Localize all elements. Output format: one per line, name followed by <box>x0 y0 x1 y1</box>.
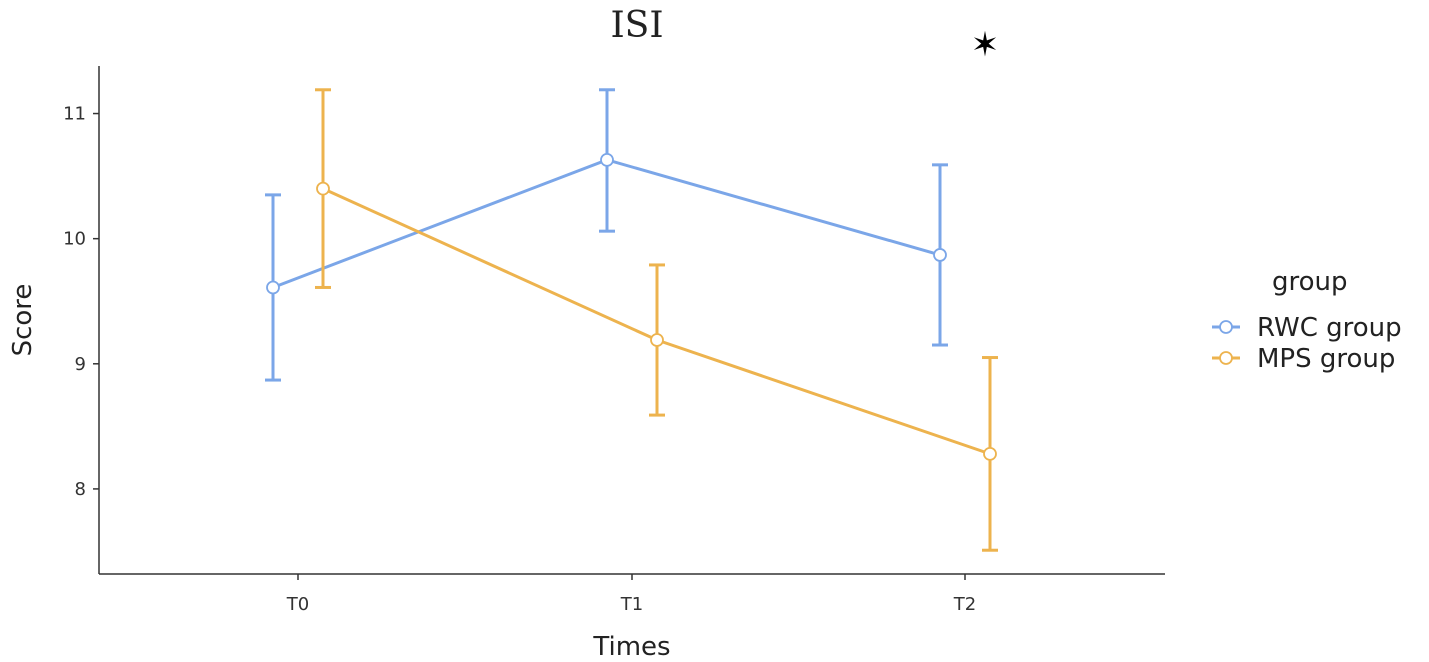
y-axis-title: Score <box>8 284 38 357</box>
y-tick-label: 8 <box>75 479 86 500</box>
y-tick-label: 9 <box>75 354 86 375</box>
y-tick-label: 10 <box>63 229 86 250</box>
legend-item: RWC group <box>1212 313 1402 343</box>
series-1 <box>315 88 998 552</box>
x-ticks: T0 T1 T2 <box>286 574 976 615</box>
y-tick-label: 11 <box>63 104 86 125</box>
x-tick-label: T2 <box>953 594 976 615</box>
legend-key-point <box>1219 320 1233 334</box>
data-point <box>266 280 280 295</box>
y-ticks: 8 9 10 11 <box>63 104 99 500</box>
significance-marker: ✶ <box>971 25 1000 65</box>
data-point <box>933 248 947 262</box>
legend-label: MPS group <box>1257 344 1395 374</box>
data-point <box>650 333 664 347</box>
x-tick-label: T0 <box>286 594 309 615</box>
series-0 <box>265 88 948 382</box>
x-tick-label: T1 <box>620 594 643 615</box>
legend-item: MPS group <box>1212 344 1395 374</box>
legend-key-point <box>1219 351 1233 365</box>
legend-title: group <box>1272 267 1348 297</box>
annotation-layer: ✶ <box>971 25 1000 65</box>
legend-label: RWC group <box>1257 313 1402 343</box>
data-point <box>983 446 997 461</box>
x-axis-title: Times <box>592 632 670 662</box>
data-point <box>600 152 614 167</box>
data-point <box>316 181 330 196</box>
chart-title: ISI <box>610 5 663 46</box>
series-layer <box>265 88 998 552</box>
